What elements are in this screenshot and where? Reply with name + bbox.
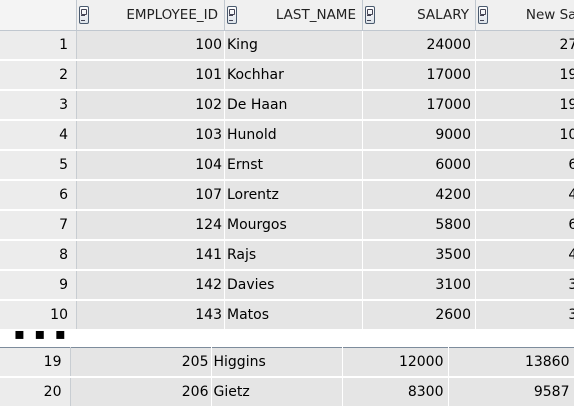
row-number-cell[interactable]: 20 [0, 377, 70, 407]
sort-icon[interactable] [365, 6, 375, 24]
new-salary-cell[interactable]: 3581 [476, 270, 574, 300]
employee-id-cell[interactable]: 124 [77, 210, 225, 240]
rows-omitted-ellipsis: ▪ ▪ ▪ [14, 324, 68, 343]
row-number-cell[interactable]: 2 [0, 60, 77, 90]
new-salary-cell[interactable]: 13860 [448, 348, 574, 378]
last-name-cell[interactable]: Hunold [225, 120, 363, 150]
salary-cell[interactable]: 17000 [363, 60, 476, 90]
table-row[interactable]: 2101Kochhar1700019635 [0, 60, 574, 90]
last-name-cell[interactable]: De Haan [225, 90, 363, 120]
new-salary-cell[interactable]: 6699 [476, 210, 574, 240]
table-row[interactable]: 4103Hunold900010395 [0, 120, 574, 150]
table-row[interactable]: 5104Ernst60006930 [0, 150, 574, 180]
table-row[interactable]: 1100King2400027720 [0, 31, 574, 61]
results-grid: EMPLOYEE_ID LAST_NAME SALARY New Salary … [0, 0, 574, 331]
last-name-cell[interactable]: Matos [225, 300, 363, 330]
employee-id-cell[interactable]: 206 [70, 377, 211, 407]
row-number-cell[interactable]: 8 [0, 240, 77, 270]
table-row[interactable]: 7124Mourgos58006699 [0, 210, 574, 240]
row-number-cell[interactable]: 7 [0, 210, 77, 240]
column-header-label: SALARY [417, 7, 469, 23]
salary-cell[interactable]: 17000 [363, 90, 476, 120]
salary-cell[interactable]: 24000 [363, 31, 476, 61]
header-row: EMPLOYEE_ID LAST_NAME SALARY New Salary [0, 0, 574, 31]
employee-id-cell[interactable]: 100 [77, 31, 225, 61]
row-number-cell[interactable]: 9 [0, 270, 77, 300]
new-salary-cell[interactable]: 19635 [476, 60, 574, 90]
sort-icon[interactable] [79, 6, 89, 24]
employee-id-cell[interactable]: 102 [77, 90, 225, 120]
grid-body: 1100King24000277202101Kochhar17000196353… [0, 31, 574, 331]
salary-cell[interactable]: 3100 [363, 270, 476, 300]
salary-cell[interactable]: 2600 [363, 300, 476, 330]
table-row[interactable]: 9142Davies31003581 [0, 270, 574, 300]
row-number-cell[interactable]: 5 [0, 150, 77, 180]
column-header-new-salary[interactable]: New Salary [476, 0, 574, 31]
salary-cell[interactable]: 5800 [363, 210, 476, 240]
new-salary-cell[interactable]: 3003 [476, 300, 574, 330]
last-name-cell[interactable]: Lorentz [225, 180, 363, 210]
new-salary-cell[interactable]: 4851 [476, 180, 574, 210]
last-name-cell[interactable]: Gietz [211, 377, 342, 407]
table-row[interactable]: 10143Matos26003003 [0, 300, 574, 330]
row-number-cell[interactable]: 3 [0, 90, 77, 120]
salary-cell[interactable]: 4200 [363, 180, 476, 210]
column-header-label: New Salary [526, 7, 574, 23]
employee-id-cell[interactable]: 143 [77, 300, 225, 330]
column-header-last-name[interactable]: LAST_NAME [225, 0, 363, 31]
new-salary-cell[interactable]: 4043 [476, 240, 574, 270]
row-number-header[interactable] [0, 0, 77, 31]
salary-cell[interactable]: 12000 [342, 348, 448, 378]
sort-icon[interactable] [227, 6, 237, 24]
salary-cell[interactable]: 3500 [363, 240, 476, 270]
column-header-employee-id[interactable]: EMPLOYEE_ID [77, 0, 225, 31]
column-header-label: EMPLOYEE_ID [126, 7, 218, 23]
salary-cell[interactable]: 6000 [363, 150, 476, 180]
employee-id-cell[interactable]: 205 [70, 348, 211, 378]
last-name-cell[interactable]: King [225, 31, 363, 61]
employee-id-cell[interactable]: 103 [77, 120, 225, 150]
row-number-cell[interactable]: 19 [0, 348, 70, 378]
new-salary-cell[interactable]: 6930 [476, 150, 574, 180]
table-row[interactable]: 8141Rajs35004043 [0, 240, 574, 270]
column-header-salary[interactable]: SALARY [363, 0, 476, 31]
employee-id-cell[interactable]: 104 [77, 150, 225, 180]
row-number-cell[interactable]: 1 [0, 31, 77, 61]
row-number-cell[interactable]: 4 [0, 120, 77, 150]
salary-cell[interactable]: 8300 [342, 377, 448, 407]
last-name-cell[interactable]: Higgins [211, 348, 342, 378]
employee-id-cell[interactable]: 141 [77, 240, 225, 270]
new-salary-cell[interactable]: 19635 [476, 90, 574, 120]
new-salary-cell[interactable]: 9587 [448, 377, 574, 407]
row-number-cell[interactable]: 6 [0, 180, 77, 210]
new-salary-cell[interactable]: 27720 [476, 31, 574, 61]
sort-icon[interactable] [478, 6, 488, 24]
last-name-cell[interactable]: Ernst [225, 150, 363, 180]
employee-id-cell[interactable]: 142 [77, 270, 225, 300]
column-header-label: LAST_NAME [276, 7, 356, 23]
last-name-cell[interactable]: Davies [225, 270, 363, 300]
employee-id-cell[interactable]: 101 [77, 60, 225, 90]
employee-id-cell[interactable]: 107 [77, 180, 225, 210]
last-name-cell[interactable]: Kochhar [225, 60, 363, 90]
salary-cell[interactable]: 9000 [363, 120, 476, 150]
new-salary-cell[interactable]: 10395 [476, 120, 574, 150]
table-row[interactable]: 6107Lorentz42004851 [0, 180, 574, 210]
last-name-cell[interactable]: Rajs [225, 240, 363, 270]
last-name-cell[interactable]: Mourgos [225, 210, 363, 240]
